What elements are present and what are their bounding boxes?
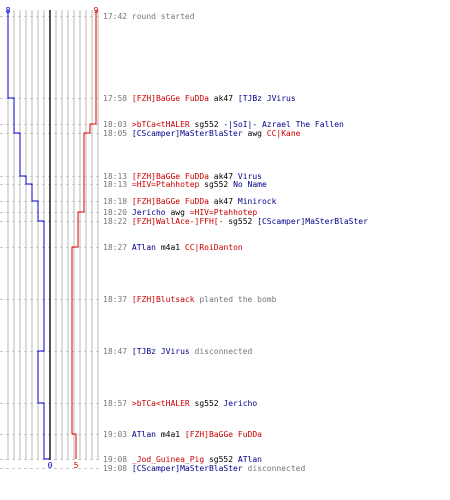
event-row: 18:18 [FZH]BaGGe FuDDa ak47 Minirock xyxy=(103,197,276,206)
player-name: [FZH]Blutsack xyxy=(131,295,195,304)
event-row: 18:47 [TJBz JVirus disconnected xyxy=(103,347,252,356)
event-time: 18:57 xyxy=(103,399,132,408)
player-name: [FZH]BaGGe FuDDa xyxy=(131,172,209,181)
player-name: >bTCa<tHALER xyxy=(131,120,190,129)
blue-end-count: 0 xyxy=(48,461,53,470)
event-row: 18:13 [FZH]BaGGe FuDDa ak47 Virus xyxy=(103,172,262,181)
player-name: [FZH]BaGGe FuDDa xyxy=(184,430,262,439)
event-row: 18:57 >bTCa<tHALER sg552 Jericho xyxy=(103,399,257,408)
player-name: [TJBz JVirus xyxy=(131,347,190,356)
event-weapon: sg552 xyxy=(223,217,258,226)
vertical-gridlines xyxy=(7,10,99,460)
player-name: ATlan xyxy=(237,455,262,464)
event-weapon: ak47 xyxy=(208,172,238,181)
event-weapon: sg552 xyxy=(199,180,234,189)
event-time: 18:20 xyxy=(103,208,132,217)
player-name: [FZH]BaGGe FuDDa xyxy=(131,197,209,206)
event-weapon: sg552 xyxy=(189,399,224,408)
red-end-count: 5 xyxy=(74,461,79,470)
player-name: CC|Kane xyxy=(266,129,301,138)
event-row: 17:42 round started xyxy=(103,12,195,21)
red-team-alive-line xyxy=(71,10,97,459)
event-row: 18:03 >bTCa<tHALER sg552 -|SoI|- Azrael … xyxy=(103,120,344,129)
player-name: Jericho xyxy=(223,399,258,408)
player-name: Virus xyxy=(237,172,262,181)
player-name: Minirock xyxy=(237,197,277,206)
event-time: 18:47 xyxy=(103,347,132,356)
event-weapon: sg552 xyxy=(189,120,224,129)
player-name: _Jod_Guinea_Pig xyxy=(131,455,205,464)
event-row: 18:20 Jericho awg =HIV=Ptahhotep xyxy=(103,208,257,217)
player-name: [FZH]BaGGe FuDDa xyxy=(131,94,209,103)
event-weapon: m4a1 xyxy=(156,243,185,252)
event-weapon: sg552 xyxy=(204,455,238,464)
player-name: ATlan xyxy=(131,243,156,252)
blue-team-alive-line xyxy=(7,10,50,460)
blue-start-count: 8 xyxy=(6,6,11,15)
player-name: Jericho xyxy=(131,208,166,217)
event-time: 19:08 xyxy=(103,464,132,473)
event-time: 18:13 xyxy=(103,180,132,189)
event-row: 18:22 [FZH]WallAce-]FFH[- sg552 [CScampe… xyxy=(103,217,368,226)
red-start-count: 9 xyxy=(94,6,99,15)
event-row: 18:13 =HIV=Ptahhotep sg552 No Name xyxy=(103,180,267,189)
event-time: 18:18 xyxy=(103,197,132,206)
event-weapon: awg xyxy=(165,208,190,217)
event-note: planted the bomb xyxy=(194,295,277,304)
player-name: =HIV=Ptahhotep xyxy=(131,180,200,189)
event-note: disconnected xyxy=(189,347,253,356)
event-note: disconnected xyxy=(242,464,306,473)
event-weapon: m4a1 xyxy=(156,430,185,439)
event-row: 18:05 [CScamper]MaSterBlaSter awg CC|Kan… xyxy=(103,129,301,138)
player-name: [CScamper]MaSterBlaSter xyxy=(131,464,243,473)
event-time: 17:42 xyxy=(103,12,132,21)
event-row: 19:03 ATlan m4a1 [FZH]BaGGe FuDDa xyxy=(103,430,262,439)
event-time: 18:27 xyxy=(103,243,132,252)
event-note: round started xyxy=(131,12,195,21)
player-name: =HIV=Ptahhotep xyxy=(189,208,258,217)
event-time: 19:08 xyxy=(103,455,132,464)
event-time: 19:03 xyxy=(103,430,132,439)
event-time: 18:05 xyxy=(103,129,132,138)
player-name: No Name xyxy=(233,180,267,189)
event-row: 19:08 _Jod_Guinea_Pig sg552 ATlan xyxy=(103,455,262,464)
player-name: -|SoI|- Azrael The Fallen xyxy=(223,120,344,129)
event-row: 19:08 [CScamper]MaSterBlaSter disconnect… xyxy=(103,464,305,473)
player-name: CC|RoiDanton xyxy=(184,243,243,252)
player-name: >bTCa<tHALER xyxy=(131,399,190,408)
event-time: 17:58 xyxy=(103,94,132,103)
event-time: 18:03 xyxy=(103,120,132,129)
player-name: [CScamper]MaSterBlaSter xyxy=(257,217,368,226)
player-name: [CScamper]MaSterBlaSter xyxy=(131,129,243,138)
player-name: ATlan xyxy=(131,430,156,439)
player-name: [TJBz JVirus xyxy=(237,94,296,103)
event-weapon: awg xyxy=(242,129,267,138)
event-time: 18:13 xyxy=(103,172,132,181)
event-row: 17:58 [FZH]BaGGe FuDDa ak47 [TJBz JVirus xyxy=(103,94,296,103)
event-row: 18:27 ATlan m4a1 CC|RoiDanton xyxy=(103,243,243,252)
event-weapon: ak47 xyxy=(208,94,238,103)
player-name: [FZH]WallAce-]FFH[- xyxy=(131,217,224,226)
event-row: 18:37 [FZH]Blutsack planted the bomb xyxy=(103,295,276,304)
event-weapon: ak47 xyxy=(208,197,238,206)
event-time: 18:37 xyxy=(103,295,132,304)
event-time: 18:22 xyxy=(103,217,132,226)
